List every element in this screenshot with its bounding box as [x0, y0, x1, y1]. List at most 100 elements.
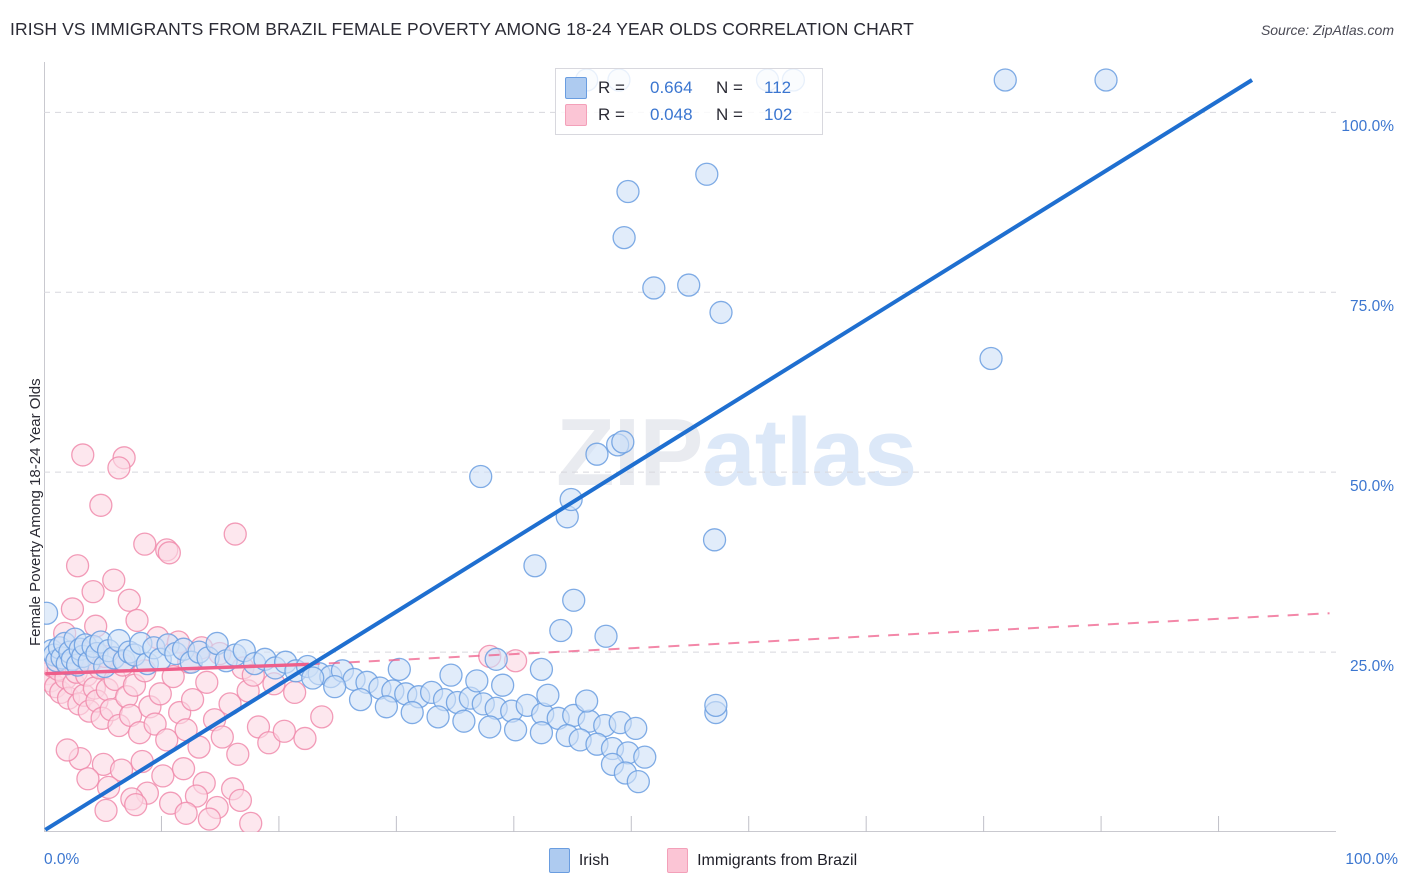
data-point [469, 464, 493, 489]
x-tick-label-min: 0.0% [44, 851, 80, 868]
data-point [210, 725, 234, 749]
data-point [107, 456, 131, 480]
correlation-stats-box: R = 0.664 N = 112 R = 0.048 N = 102 [555, 68, 823, 135]
n-label-brazil: N = [716, 104, 743, 124]
data-point [709, 300, 733, 325]
data-point [478, 715, 502, 739]
data-point [642, 276, 666, 300]
scatter-canvas [44, 68, 1336, 832]
data-point [612, 225, 636, 250]
data-point [323, 674, 347, 699]
n-label-irish: N = [716, 77, 743, 97]
data-point [695, 162, 719, 186]
data-point [157, 541, 181, 565]
data-point [89, 493, 113, 517]
data-point [439, 663, 463, 687]
legend-label-brazil: Immigrants from Brazil [697, 851, 858, 869]
data-point [239, 811, 263, 832]
x-tick-label-max: 100.0% [1345, 851, 1398, 868]
data-point [76, 767, 100, 791]
data-point [624, 716, 648, 741]
r-value-irish: 0.664 [650, 77, 693, 97]
data-point [155, 728, 179, 752]
stats-row-irish: R = 0.664 N = 112 [565, 74, 813, 101]
data-point [60, 597, 85, 621]
data-point [282, 680, 307, 705]
data-point [611, 430, 635, 454]
data-point [71, 443, 95, 467]
data-point [452, 709, 476, 733]
data-point [426, 705, 450, 729]
data-point [536, 683, 560, 707]
legend-marker-brazil-icon [667, 848, 689, 873]
y-tick-label-75: 75.0% [1350, 298, 1394, 316]
data-point [465, 669, 489, 693]
data-point [226, 742, 250, 766]
data-point [257, 731, 281, 755]
data-point [151, 764, 175, 788]
n-value-brazil: 102 [764, 104, 793, 124]
y-tick-label-25: 25.0% [1350, 658, 1394, 676]
data-point [529, 721, 554, 745]
data-point [677, 273, 701, 297]
data-point [348, 687, 373, 712]
data-point [197, 807, 222, 831]
data-point [585, 442, 609, 466]
data-point [65, 554, 90, 578]
data-point [387, 657, 411, 682]
data-point [174, 801, 198, 825]
data-point [491, 673, 515, 697]
data-point [124, 793, 148, 817]
data-point [1094, 68, 1118, 92]
data-point [195, 670, 219, 694]
data-point [400, 700, 424, 725]
data-point [44, 601, 59, 625]
legend-item-brazil[interactable]: Immigrants from Brazil [667, 848, 857, 873]
data-point [293, 726, 317, 751]
stats-row-brazil: R = 0.048 N = 102 [565, 101, 813, 128]
data-point [503, 718, 528, 742]
x-axis-line [44, 831, 1336, 832]
data-point [979, 346, 1003, 371]
legend-label-irish: Irish [578, 851, 610, 869]
data-point [102, 568, 126, 592]
data-point [374, 695, 399, 719]
legend-item-irish[interactable]: Irish [548, 848, 610, 873]
r-value-brazil: 0.048 [650, 104, 693, 124]
page-title: IRISH VS IMMIGRANTS FROM BRAZIL FEMALE P… [10, 19, 914, 39]
data-point [549, 618, 573, 643]
series-legend: Irish Immigrants from Brazil [0, 848, 1406, 873]
data-point [117, 588, 141, 612]
data-point [55, 738, 79, 762]
trendline-brazil-solid [45, 662, 309, 676]
trendline-irish [44, 78, 1254, 832]
data-point [148, 682, 172, 706]
data-point [94, 798, 118, 823]
data-point [523, 554, 547, 578]
plot-area [44, 62, 1336, 832]
data-point [626, 769, 650, 794]
y-axis-line [44, 62, 45, 832]
data-point [81, 579, 105, 604]
data-point [143, 712, 167, 736]
n-value-irish: 112 [764, 77, 792, 97]
data-point [171, 757, 196, 781]
data-point [310, 705, 334, 729]
data-point [484, 647, 508, 671]
r-label-brazil: R = [598, 104, 625, 124]
source-label: Source: ZipAtlas.com [1260, 22, 1394, 38]
data-point [125, 608, 149, 633]
data-point [228, 788, 253, 812]
data-point [702, 528, 727, 552]
data-point [574, 689, 599, 713]
y-tick-label-50: 50.0% [1350, 478, 1394, 496]
trendline-brazil-dashed [308, 612, 1330, 666]
data-point [529, 657, 554, 682]
data-point [562, 588, 586, 612]
data-point [161, 664, 185, 689]
data-point [223, 522, 247, 546]
data-point [993, 68, 1017, 92]
data-point [594, 624, 618, 648]
data-point [184, 784, 209, 808]
